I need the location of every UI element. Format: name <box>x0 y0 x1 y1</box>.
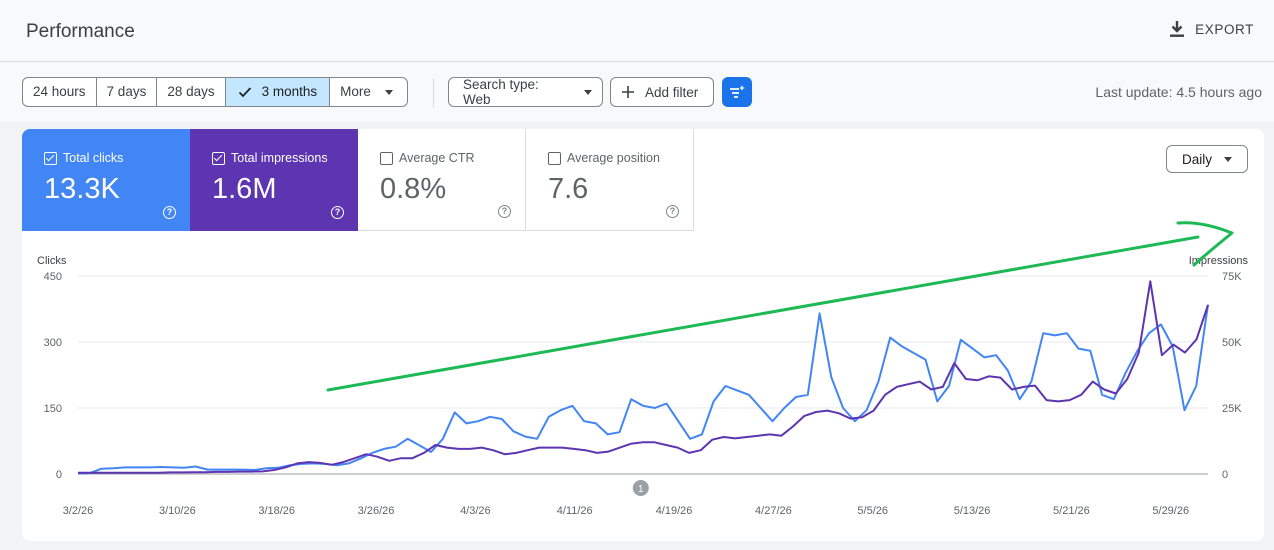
x-tick-label: 5/13/26 <box>954 505 991 517</box>
plus-icon <box>622 86 634 98</box>
trend-arrow-line <box>326 235 1200 392</box>
trend-arrow-head <box>1176 221 1234 267</box>
annotation-marker-label: 1 <box>638 484 644 495</box>
x-tick-label: 5/29/26 <box>1152 505 1189 517</box>
x-tick-label: 3/26/26 <box>358 505 395 517</box>
toolbar-divider <box>433 78 434 108</box>
chevron-down-icon <box>384 89 393 95</box>
chevron-down-icon <box>1224 156 1232 162</box>
performance-card: 0 0 150 25K 300 50K 450 75K Clicks Impressions 3/2… <box>22 129 1264 541</box>
metric-total-clicks[interactable]: Total clicks 13.3K ? <box>22 129 190 231</box>
metric-total-impressions[interactable]: Total impressions 1.6M ? <box>190 129 358 231</box>
x-tick-label: 4/19/26 <box>656 505 693 517</box>
y-tick-label-right: 25K <box>1222 403 1242 415</box>
metric-label: Total clicks <box>63 151 124 165</box>
x-tick-label: 3/2/26 <box>63 505 94 517</box>
metric-value: 13.3K <box>44 173 120 205</box>
metric-value: 1.6M <box>212 173 277 205</box>
last-update-text: Last update: 4.5 hours ago <box>1095 84 1262 100</box>
range-3-months[interactable]: 3 months <box>225 78 331 106</box>
checkbox-icon[interactable] <box>548 151 561 165</box>
y-tick-label-right: 0 <box>1222 469 1228 481</box>
y-tick-label-right: 50K <box>1222 337 1242 349</box>
add-filter-button[interactable]: Add filter <box>610 77 714 107</box>
range-7-days[interactable]: 7 days <box>97 78 158 106</box>
add-filter-label: Add filter <box>645 84 699 100</box>
page-header: Performance EXPORT <box>0 0 1274 62</box>
x-tick-label: 4/3/26 <box>460 505 491 517</box>
annotation-marker <box>632 480 649 496</box>
help-icon[interactable]: ? <box>498 205 511 218</box>
series-line-clicks <box>77 304 1209 475</box>
y-tick-label-left: 150 <box>44 403 62 415</box>
metric-average-position[interactable]: Average position 7.6 ? <box>526 129 694 231</box>
y-tick-label-left: 450 <box>44 271 62 283</box>
metric-value: 7.6 <box>548 173 589 205</box>
range-more-dropdown[interactable]: More <box>330 78 407 106</box>
x-tick-label: 5/21/26 <box>1053 505 1090 517</box>
y-tick-label-left: 0 <box>56 469 62 481</box>
x-tick-label: 4/11/26 <box>557 505 593 517</box>
metric-label: Average CTR <box>399 151 475 165</box>
chevron-down-icon <box>584 89 592 95</box>
checkbox-icon[interactable] <box>380 151 393 165</box>
x-tick-label: 3/18/26 <box>258 505 295 517</box>
granularity-dropdown[interactable]: Daily <box>1166 145 1248 173</box>
export-label: EXPORT <box>1195 21 1254 37</box>
range-28-days[interactable]: 28 days <box>157 78 226 106</box>
metric-value: 0.8% <box>380 173 447 205</box>
filter-sparkle-icon <box>730 85 745 98</box>
page-title: Performance <box>26 21 135 42</box>
range-24-hours[interactable]: 24 hours <box>23 78 97 106</box>
y-tick-label-right: 75K <box>1222 271 1242 283</box>
export-button[interactable]: EXPORT <box>1169 20 1254 38</box>
metric-label: Total impressions <box>231 151 328 165</box>
help-icon[interactable]: ? <box>666 205 679 218</box>
x-tick-label: 4/27/26 <box>755 505 792 517</box>
download-icon <box>1170 21 1185 37</box>
checkbox-icon[interactable] <box>212 151 225 165</box>
x-tick-label: 3/10/26 <box>159 505 196 517</box>
help-icon[interactable]: ? <box>331 206 344 219</box>
x-tick-label: 5/5/26 <box>857 505 888 517</box>
filter-settings-button[interactable] <box>722 77 752 107</box>
checkbox-icon[interactable] <box>44 151 57 165</box>
search-type-dropdown[interactable]: Search type: Web <box>448 77 603 107</box>
metric-label: Average position <box>567 151 660 165</box>
help-icon[interactable]: ? <box>163 206 176 219</box>
search-type-label: Search type: Web <box>463 77 539 107</box>
y-tick-label-left: 300 <box>44 337 62 349</box>
metric-average-ctr[interactable]: Average CTR 0.8% ? <box>358 129 526 231</box>
date-range-selector: 24 hours 7 days 28 days 3 months More <box>22 77 408 107</box>
check-icon <box>238 87 251 98</box>
granularity-label: Daily <box>1181 151 1212 167</box>
y-axis-label-left: Clicks <box>37 255 67 267</box>
filter-toolbar: 24 hours 7 days 28 days 3 months More Se… <box>0 62 1274 122</box>
series-line-impressions <box>78 280 1209 474</box>
